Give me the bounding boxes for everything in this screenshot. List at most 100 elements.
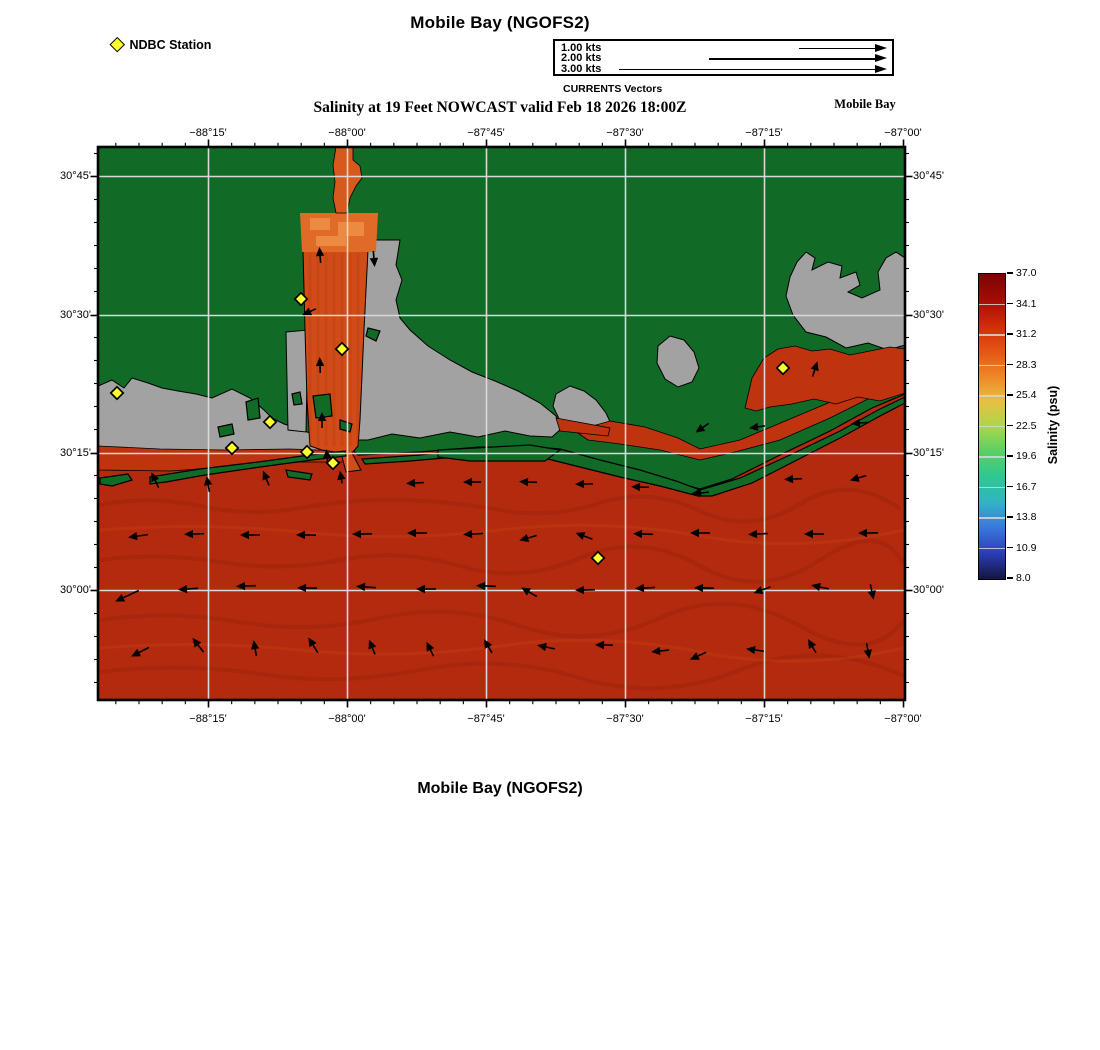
current-vector (819, 586, 829, 590)
colorbar-tick (1007, 424, 1013, 427)
vector-scale-arrow-line-1 (799, 47, 875, 49)
dauphin-island (149, 450, 347, 485)
current-vector-head (689, 652, 700, 660)
colorbar-level-line (979, 425, 1005, 428)
current-vector-head (426, 641, 435, 652)
current-vector (583, 535, 593, 540)
current-vector-head (296, 530, 306, 540)
current-vector-head (863, 649, 872, 659)
perdido-red-water (744, 345, 905, 412)
current-vector-head (849, 473, 860, 482)
current-vector-head (858, 528, 868, 538)
current-vector (197, 644, 205, 653)
current-vector-head (416, 584, 425, 594)
current-vector-head (317, 412, 327, 421)
vector-scale-arrowhead-icon (875, 54, 887, 62)
delta-patch (316, 236, 346, 246)
current-vector (254, 648, 258, 657)
current-vector (757, 425, 766, 428)
map-layers (98, 147, 905, 700)
current-vector (659, 649, 670, 652)
currents-vectors-caption: CURRENTS Vectors (563, 83, 663, 95)
plot-border (96, 145, 907, 702)
colorbar-tick-label: 28.3 (1016, 358, 1037, 371)
colorbar-level-line (979, 303, 1005, 306)
current-vector (545, 646, 555, 650)
current-vector-head (867, 590, 876, 600)
current-vector-arrows (115, 247, 879, 660)
currents-vector-legend-box: 1.00 kts 2.00 kts 3.00 kts (553, 39, 894, 76)
current-vector-head (691, 488, 701, 498)
salinity-map-plot (90, 139, 913, 708)
current-vector-head (407, 528, 416, 538)
current-vector (527, 534, 537, 539)
current-vector (207, 484, 211, 493)
current-vector-head (811, 582, 821, 592)
current-vector-head (810, 361, 819, 372)
colorbar-level-line (979, 486, 1005, 489)
gulf-water (98, 394, 905, 700)
ndbc-station-marker (334, 341, 350, 357)
mobile-bay-west-masked-strip (285, 329, 309, 433)
current-vector-head (694, 583, 704, 593)
current-vector-head (651, 646, 661, 656)
current-vector-head (575, 585, 585, 595)
current-vector (528, 591, 538, 598)
current-vector (312, 644, 319, 654)
current-vector-head (749, 422, 759, 432)
colorbar-tick (1007, 272, 1013, 274)
current-vector-head (128, 531, 138, 541)
colorbar-level-line (979, 334, 1005, 336)
current-vector-head (251, 640, 260, 650)
current-vector-head (236, 581, 246, 591)
current-vector (761, 586, 771, 591)
current-vector-head (463, 477, 472, 487)
current-vector (811, 646, 817, 654)
current-vector-head (322, 449, 332, 459)
current-vector-head (575, 479, 585, 489)
colorbar-tick (1007, 577, 1013, 579)
sound-islet (312, 393, 333, 419)
colorbar-tick-label: 37.0 (1016, 267, 1037, 279)
colorbar-axis-title: Salinity (psu) (1046, 385, 1060, 465)
ndbc-station-legend: NDBC Station (109, 37, 211, 52)
colorbar-tick (1007, 394, 1013, 396)
ndbc-station-marker (775, 360, 791, 376)
colorbar-level-line (979, 547, 1005, 550)
current-vector-head (297, 583, 307, 593)
colorbar-tick-label: 13.8 (1016, 511, 1037, 523)
current-vector-head (521, 587, 532, 596)
colorbar-tick (1007, 516, 1013, 518)
current-vector-head (337, 470, 346, 481)
plot-subtitle: Salinity at 19 Feet NOWCAST valid Feb 18… (313, 99, 687, 116)
bay-texture-stripes (308, 253, 360, 446)
current-vector-head (633, 529, 643, 539)
current-vector (487, 646, 493, 654)
current-vector (265, 478, 270, 486)
vector-scale-arrow-line-3 (619, 68, 875, 70)
current-vector-head (115, 593, 126, 602)
ndbc-station-marker (262, 414, 278, 430)
current-vector (371, 647, 376, 655)
gaillard-island (365, 327, 381, 342)
colorbar-tick-label: 10.9 (1016, 541, 1037, 554)
current-vector-head (575, 532, 586, 540)
vector-scale-label-3: 3.00 kts (561, 62, 602, 75)
colorbar-tick-label: 8.0 (1016, 572, 1031, 584)
current-vector (471, 532, 484, 535)
current-vector-head (635, 583, 645, 593)
current-vector-head (476, 581, 486, 591)
current-vector-head (746, 645, 756, 655)
current-vector-head (695, 423, 706, 433)
ndbc-diamond-icon (109, 37, 125, 52)
axis-ticks (90, 139, 913, 708)
colorbar-tick (1007, 333, 1013, 335)
wolf-bay-masked-area (656, 335, 700, 388)
current-vector (869, 584, 873, 592)
vector-scale-arrowhead-icon (875, 43, 887, 52)
ndbc-station-marker (299, 444, 315, 460)
current-vector-head (406, 478, 416, 488)
colorbar-tick-label: 31.2 (1016, 328, 1037, 340)
current-vector-head (369, 257, 379, 267)
